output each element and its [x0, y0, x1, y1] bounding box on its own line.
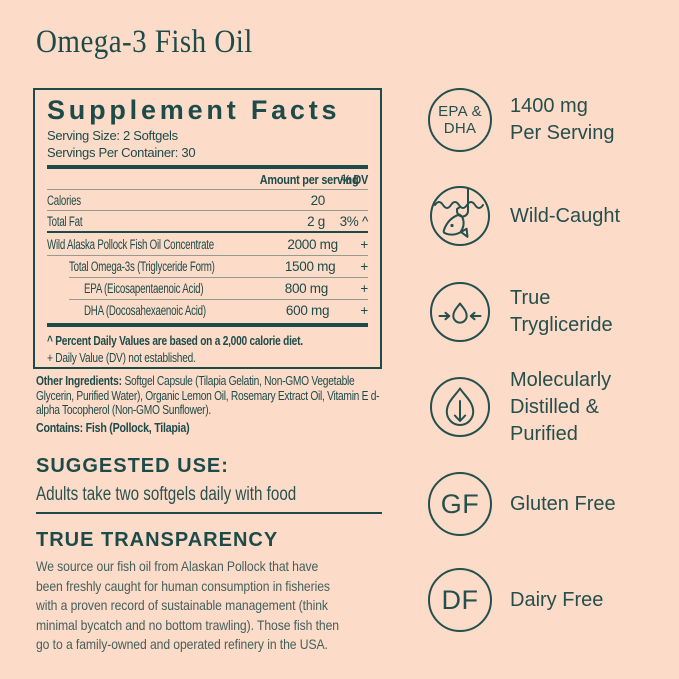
nutrient-name-text: Wild Alaska Pollock Fish Oil Concentrate [47, 236, 214, 252]
amount-column-header: Amount per serving [241, 172, 359, 187]
transparency-heading: TRUE TRANSPARENCY [36, 529, 279, 551]
table-header-row: Amount per serving % DV [47, 169, 368, 189]
dairy-free-circle-text: DF [441, 584, 479, 615]
footnote-not-established: + Daily Value (DV) not established. [47, 350, 196, 365]
transparency-body: We source our fish oil from Alaskan Poll… [36, 558, 339, 652]
nutrient-name: Total Fat [47, 214, 241, 229]
other-ingredients: Other Ingredients: Softgel Capsule (Tila… [36, 374, 389, 418]
dv-column-header: % DV [325, 172, 368, 187]
badge-label-gluten-free: Gluten Free [510, 492, 616, 515]
table-row-fish-oil-concentrate: Wild Alaska Pollock Fish Oil Concentrate… [47, 233, 368, 255]
contains-text: Fish (Pollock, Tilapia) [85, 420, 190, 435]
row-divider [47, 210, 368, 211]
section-divider [36, 512, 382, 514]
row-divider [47, 255, 368, 256]
nutrient-name-text: DHA (Docosahexaenoic Acid) [84, 303, 206, 318]
badge-wild-caught: Wild-Caught [428, 184, 620, 248]
nutrient-dv: 3% ^ [339, 213, 369, 229]
table-row-epa: EPA (Eicosapentaenoic Acid) 800 mg + [47, 278, 368, 299]
wild-caught-fish-hook-icon [430, 186, 490, 246]
badge-label-dairy-free: Dairy Free [510, 588, 604, 611]
badge-label-wild-caught: Wild-Caught [510, 204, 621, 227]
nutrient-dv: + [360, 259, 368, 274]
footnote-daily-values: ^ Percent Daily Values are based on a 2,… [47, 333, 303, 348]
nutrient-name: Wild Alaska Pollock Fish Oil Concentrate [47, 237, 279, 252]
nutrient-amount: 2000 mg [287, 236, 338, 252]
nutrient-amount: 1500 mg [284, 259, 336, 274]
nutrient-name-text: Calories [47, 192, 81, 208]
other-ingredients-text: Softgel Capsule (Tilapia Gelatin, Non-GM… [36, 374, 380, 417]
supplement-facts-title: Supplement Facts [47, 95, 341, 125]
serving-size: Serving Size: 2 Softgels [47, 128, 178, 143]
suggested-use-body: Adults take two softgels daily with food [36, 484, 297, 505]
nutrient-dv: + [360, 303, 368, 318]
table-row-total-omega3s: Total Omega-3s (Triglyceride Form) 1500 … [47, 256, 368, 277]
badge-label-molecularly-distilled: Molecularly Distilled & Purified [510, 368, 612, 445]
row-divider [47, 189, 368, 190]
amount-column-header-text: Amount per serving [259, 171, 359, 187]
nutrient-amount: 600 mg [285, 303, 330, 318]
molecularly-distilled-droplet-icon [430, 377, 490, 437]
nutrient-name: Calories [47, 193, 241, 208]
nutrient-amount: 800 mg [284, 281, 329, 296]
epa-dha-circle-text: EPA & DHA [438, 103, 482, 137]
dv-column-header-text: % DV [341, 171, 368, 187]
other-ingredients-label: Other Ingredients: [36, 374, 122, 388]
nutrient-name: Total Omega-3s (Triglyceride Form) [47, 259, 271, 274]
badge-dairy-free: DF Dairy Free [428, 568, 603, 632]
row-divider-indented [69, 299, 368, 300]
gluten-free-badge-icon: GF [428, 472, 492, 536]
table-row-dha: DHA (Docosahexaenoic Acid) 600 mg + [47, 300, 368, 321]
badge-label-per-serving: 1400 mg Per Serving [510, 95, 615, 144]
medium-divider [47, 231, 368, 233]
badge-label-true-triglyceride: True Trygliceride [510, 287, 613, 336]
nutrient-name-text: Total Omega-3s (Triglyceride Form) [69, 259, 215, 274]
thick-divider [47, 323, 368, 327]
nutrient-name: EPA (Eicosapentaenoic Acid) [47, 281, 250, 296]
dairy-free-badge-icon: DF [428, 568, 492, 632]
thick-divider [47, 165, 368, 169]
badge-epa-dha: EPA & DHA 1400 mg Per Serving [428, 88, 615, 152]
nutrient-name-text: Total Fat [47, 213, 83, 229]
supplement-facts-panel: Supplement Facts Serving Size: 2 Softgel… [33, 88, 382, 369]
contains-statement: Contains: Fish (Pollock, Tilapia) [36, 420, 282, 435]
nutrient-name: DHA (Docosahexaenoic Acid) [47, 303, 253, 318]
table-row-calories: Calories 20 [47, 190, 368, 210]
nutrient-amount: 2 g [307, 213, 325, 229]
table-row-total-fat: Total Fat 2 g 3% ^ [47, 211, 368, 231]
epa-dha-badge-icon: EPA & DHA [428, 88, 492, 152]
true-triglyceride-droplet-arrows-icon [430, 282, 490, 342]
badge-molecularly-distilled: Molecularly Distilled & Purified [428, 369, 611, 445]
nutrient-dv: + [360, 281, 368, 296]
badge-true-triglyceride: True Trygliceride [428, 280, 613, 344]
contains-label: Contains: [36, 420, 83, 435]
nutrient-dv: + [360, 236, 368, 252]
row-divider-indented [69, 277, 368, 278]
gluten-free-circle-text: GF [440, 488, 480, 519]
page-title: Omega-3 Fish Oil [36, 24, 253, 60]
nutrient-amount: 20 [310, 192, 326, 208]
suggested-use-heading: SUGGESTED USE: [36, 455, 229, 477]
badge-gluten-free: GF Gluten Free [428, 472, 616, 536]
servings-per-container: Servings Per Container: 30 [47, 145, 196, 160]
nutrient-name-text: EPA (Eicosapentaenoic Acid) [84, 281, 204, 296]
